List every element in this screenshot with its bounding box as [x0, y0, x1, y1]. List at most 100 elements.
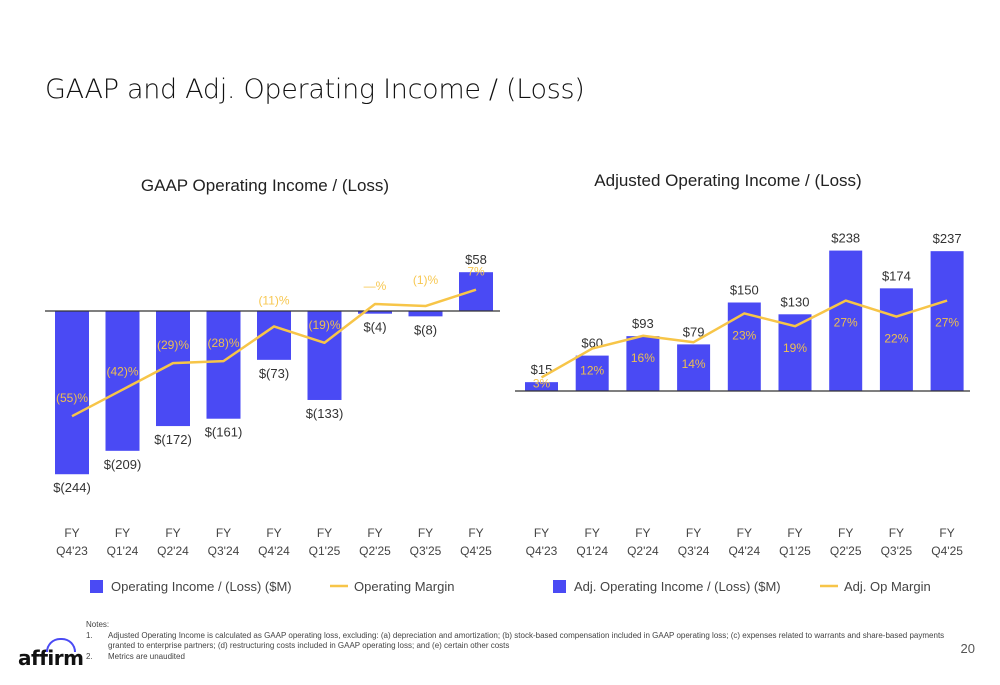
x-tick-label-top: FY — [317, 526, 332, 540]
bar-value-label: $93 — [632, 316, 654, 331]
chart-title: Adjusted Operating Income / (Loss) — [594, 171, 861, 190]
bar-value-label: $174 — [882, 268, 911, 283]
legend-line-label: Operating Margin — [354, 579, 454, 594]
page-title: GAAP and Adj. Operating Income / (Loss) — [45, 74, 585, 105]
bar — [930, 251, 964, 391]
margin-value-label: 3% — [533, 376, 551, 390]
x-tick-label-bottom: Q3'25 — [410, 544, 442, 558]
x-tick-label-top: FY — [737, 526, 752, 540]
x-tick-label-bottom: Q2'24 — [157, 544, 189, 558]
x-tick-label-bottom: Q1'24 — [576, 544, 608, 558]
x-tick-label-bottom: Q2'25 — [830, 544, 862, 558]
bar — [525, 382, 558, 391]
bar-value-label: $15 — [531, 362, 553, 377]
bar-value-label: $(73) — [259, 366, 289, 381]
page-number: 20 — [960, 641, 975, 656]
x-tick-label-top: FY — [838, 526, 853, 540]
footnote-number: 1. — [86, 630, 93, 640]
margin-value-label: 27% — [935, 316, 959, 330]
margin-value-label: (28)% — [207, 336, 239, 350]
legend-bar-swatch — [553, 580, 566, 593]
bar-value-label: $(4) — [363, 320, 386, 335]
chart-title: GAAP Operating Income / (Loss) — [141, 176, 389, 195]
bar-value-label: $(244) — [53, 480, 91, 495]
x-tick-label-top: FY — [585, 526, 600, 540]
x-tick-label-top: FY — [686, 526, 701, 540]
footnote-2: 2. Metrics are unaudited — [86, 652, 946, 663]
bar — [358, 311, 392, 314]
notes-header: Notes: — [86, 620, 110, 629]
x-tick-label-bottom: Q4'24 — [258, 544, 290, 558]
bar-value-label: $79 — [683, 324, 705, 339]
x-tick-label-bottom: Q4'24 — [728, 544, 760, 558]
footnotes: Notes: 1. Adjusted Operating Income is c… — [86, 620, 946, 662]
margin-value-label: 22% — [884, 332, 908, 346]
x-tick-label-bottom: Q2'25 — [359, 544, 391, 558]
x-tick-label-top: FY — [635, 526, 650, 540]
bar-value-label: $58 — [465, 252, 487, 267]
margin-value-label: (29)% — [157, 338, 189, 352]
margin-value-label: (11)% — [258, 293, 289, 307]
bar — [626, 336, 660, 391]
x-tick-label-bottom: Q2'24 — [627, 544, 659, 558]
margin-value-label: 16% — [631, 351, 655, 365]
x-tick-label-bottom: Q4'23 — [56, 544, 88, 558]
x-tick-label-top: FY — [266, 526, 281, 540]
margin-series-line — [71, 288, 477, 418]
x-tick-label-bottom: Q1'24 — [107, 544, 139, 558]
bar — [575, 355, 609, 391]
bar-value-label: $(133) — [306, 406, 344, 421]
x-tick-label-top: FY — [367, 526, 382, 540]
margin-value-label: 7% — [467, 265, 485, 279]
x-tick-label-top: FY — [889, 526, 904, 540]
margin-value-label: (1)% — [413, 273, 439, 287]
x-tick-label-top: FY — [534, 526, 549, 540]
x-tick-label-bottom: Q1'25 — [779, 544, 811, 558]
x-tick-label-bottom: Q4'23 — [526, 544, 558, 558]
bar — [459, 272, 493, 311]
x-tick-label-top: FY — [468, 526, 483, 540]
bar — [55, 311, 89, 475]
margin-value-label: (55)% — [56, 391, 88, 405]
x-tick-label-top: FY — [115, 526, 130, 540]
footnote-number: 2. — [86, 651, 93, 661]
bar — [307, 311, 342, 400]
margin-value-label: 19% — [783, 341, 807, 355]
x-tick-label-bottom: Q3'24 — [678, 544, 710, 558]
x-tick-label-top: FY — [216, 526, 231, 540]
legend-bar-swatch — [90, 580, 103, 593]
bar — [879, 288, 913, 391]
margin-value-label: 14% — [682, 357, 706, 371]
margin-value-label: 12% — [580, 364, 604, 378]
x-tick-label-top: FY — [165, 526, 180, 540]
margin-value-label: (19)% — [308, 318, 340, 332]
margin-value-label: 23% — [732, 328, 756, 342]
x-tick-label-top: FY — [939, 526, 954, 540]
margin-value-label: —% — [364, 279, 387, 293]
bar-value-label: $(8) — [414, 322, 437, 337]
bar — [105, 311, 140, 451]
bar — [829, 250, 863, 391]
x-tick-label-top: FY — [418, 526, 433, 540]
bar — [408, 311, 443, 317]
bar-value-label: $150 — [730, 283, 759, 298]
bar-value-label: $130 — [781, 294, 810, 309]
bar — [677, 344, 711, 391]
bar-value-label: $238 — [831, 231, 860, 246]
x-tick-label-bottom: Q4'25 — [931, 544, 963, 558]
legend-bar-label: Operating Income / (Loss) ($M) — [111, 579, 292, 594]
footnote-text: Metrics are unaudited — [108, 651, 185, 661]
footnote-text: Adjusted Operating Income is calculated … — [108, 630, 945, 651]
footnote-1: 1. Adjusted Operating Income is calculat… — [86, 631, 946, 652]
x-tick-label-top: FY — [64, 526, 79, 540]
bar-value-label: $(209) — [104, 457, 142, 472]
bar-value-label: $(161) — [205, 425, 243, 440]
legend-line-label: Adj. Op Margin — [844, 579, 931, 594]
x-tick-label-bottom: Q1'25 — [309, 544, 341, 558]
margin-value-label: 27% — [834, 316, 858, 330]
legend-bar-label: Adj. Operating Income / (Loss) ($M) — [574, 579, 781, 594]
bar-value-label: $237 — [933, 231, 962, 246]
bar-value-label: $(172) — [154, 432, 192, 447]
x-tick-label-bottom: Q4'25 — [460, 544, 492, 558]
company-logo: affirm — [18, 638, 84, 670]
